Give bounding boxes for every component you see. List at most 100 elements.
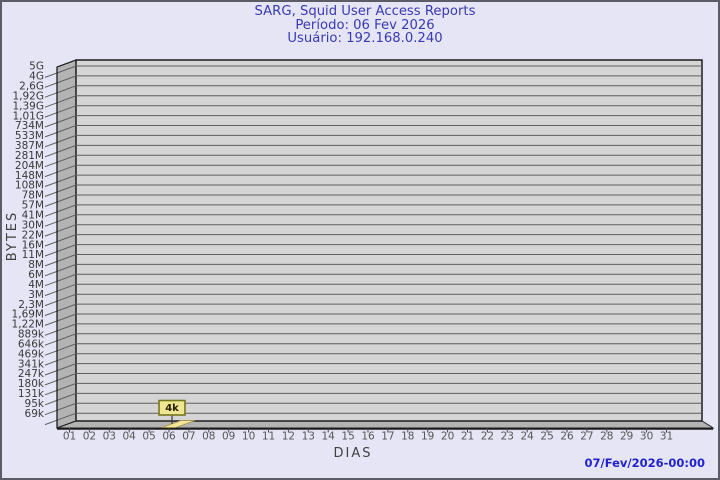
y-axis-tick-label: 180k	[18, 378, 45, 390]
y-axis-tick-label: 22M	[22, 229, 44, 241]
y-axis-tick-label: 469k	[18, 348, 45, 360]
y-axis-tick-label: 4G	[29, 71, 44, 83]
y-gridline	[44, 184, 702, 197]
x-axis-tick-label: 13	[302, 431, 315, 443]
x-axis-tick-label: 07	[182, 431, 195, 443]
x-axis-tick-label: 06	[162, 431, 176, 443]
x-axis-tick-label: 09	[222, 431, 235, 443]
x-axis-tick-label: 20	[441, 431, 454, 443]
y-gridline	[44, 263, 702, 277]
y-axis-tick-label: 95k	[25, 398, 45, 410]
x-axis-tick-label: 10	[242, 431, 255, 443]
chart-user: Usuário: 192.168.0.240	[287, 31, 443, 47]
y-gridline	[44, 402, 702, 416]
y-axis-tick-label: 108M	[15, 180, 44, 192]
y-gridline	[44, 333, 702, 346]
y-gridline	[44, 254, 702, 267]
chart-period: Período: 06 Fev 2026	[295, 17, 435, 33]
y-axis-tick-label: 1,22M	[12, 319, 44, 331]
y-axis-tick-label: 41M	[22, 210, 44, 222]
y-axis-tick-label: 387M	[15, 140, 44, 152]
floor-wall	[56, 420, 715, 429]
y-gridline	[44, 244, 702, 257]
y-axis-tick-label: 8M	[28, 259, 44, 271]
y-gridline	[44, 154, 702, 168]
x-axis-tick-label: 05	[142, 431, 155, 443]
y-axis-title: BYTES	[5, 211, 20, 262]
x-axis-tick-label: 24	[521, 431, 535, 443]
y-axis-tick-label: 204M	[15, 160, 44, 172]
y-gridline	[44, 343, 702, 356]
x-axis-tick-label: 01	[63, 431, 76, 443]
y-axis-tick-label: 16M	[22, 239, 44, 251]
chart-title-block: SARG, Squid User Access Reports Período:…	[10, 5, 718, 47]
wall-top-edge	[56, 59, 77, 68]
y-axis-tick-label: 889k	[18, 329, 45, 341]
y-axis-tick-label: 5G	[29, 61, 44, 73]
y-gridline	[44, 313, 702, 326]
y-gridline	[44, 194, 702, 207]
y-axis-tick-label: 734M	[15, 120, 44, 132]
y-axis-tick-label: 341k	[18, 358, 45, 370]
left-wall	[56, 59, 77, 429]
annotation-box	[158, 399, 186, 416]
y-axis-tick-label: 69k	[25, 408, 45, 420]
x-axis-tick-label: 02	[83, 431, 96, 443]
x-axis-tick-label: 19	[421, 431, 434, 443]
x-axis-tick-label: 17	[381, 431, 394, 443]
y-axis-tick-label: 646k	[18, 339, 45, 351]
x-axis-tick-label: 21	[461, 431, 474, 443]
annotation-label: 4k	[165, 403, 179, 414]
y-gridline	[44, 134, 702, 148]
y-gridline	[44, 65, 702, 78]
y-axis-tick-label: 1,39G	[12, 100, 44, 112]
x-axis-tick-label: 26	[560, 431, 574, 443]
x-axis-tick-label: 14	[322, 431, 336, 443]
y-axis-tick-label: 30M	[22, 219, 44, 231]
generated-timestamp: 07/Fev/2026-00:00	[584, 456, 705, 470]
y-gridline	[44, 382, 702, 396]
y-axis-tick-label: 281M	[15, 150, 44, 162]
y-gridline	[44, 125, 702, 138]
bar-layer: 4k	[158, 399, 196, 428]
x-axis-tick-label: 31	[660, 431, 673, 443]
y-axis-tick-label: 11M	[22, 249, 44, 261]
y-gridline	[44, 303, 702, 316]
y-gridlines-layer: 5G4G2,6G1,92G1,39G1,01G734M533M387M281M2…	[12, 61, 702, 426]
y-gridline	[44, 293, 702, 307]
y-axis-tick-label: 1,01G	[12, 110, 44, 122]
y-gridline	[44, 174, 702, 187]
x-axis-tick-label: 22	[481, 431, 494, 443]
y-axis-tick-label: 3M	[28, 289, 44, 301]
y-gridline	[44, 144, 702, 158]
y-gridline	[44, 234, 702, 247]
y-gridline	[44, 273, 702, 287]
y-gridline	[44, 164, 702, 178]
y-axis-tick-label: 247k	[18, 368, 45, 380]
x-axis-tick-label: 25	[540, 431, 553, 443]
y-gridline	[44, 323, 702, 336]
x-axis-tick-label: 12	[282, 431, 295, 443]
y-gridline	[44, 214, 702, 227]
x-axis-tick-label: 30	[640, 431, 653, 443]
y-axis-tick-label: 1,69M	[12, 309, 44, 321]
plot-area	[75, 59, 703, 422]
y-axis-tick-label: 57M	[22, 200, 44, 212]
y-axis-tick-label: 131k	[18, 388, 45, 400]
y-gridline	[44, 224, 702, 237]
y-gridline	[44, 85, 702, 98]
x-axis-tick-label: 23	[501, 431, 514, 443]
y-gridline	[44, 75, 702, 88]
x-axis-title: DIAS	[334, 446, 373, 461]
y-axis-tick-label: 6M	[28, 269, 44, 281]
data-bar-day-06	[161, 420, 196, 428]
y-axis-tick-label: 2,6G	[19, 81, 44, 93]
y-gridline	[44, 392, 702, 406]
x-axis-tick-label: 03	[103, 431, 116, 443]
y-axis-tick-label: 533M	[15, 130, 44, 142]
x-axis-tick-label: 27	[580, 431, 593, 443]
y-gridline	[44, 115, 702, 128]
y-gridline	[44, 204, 702, 217]
